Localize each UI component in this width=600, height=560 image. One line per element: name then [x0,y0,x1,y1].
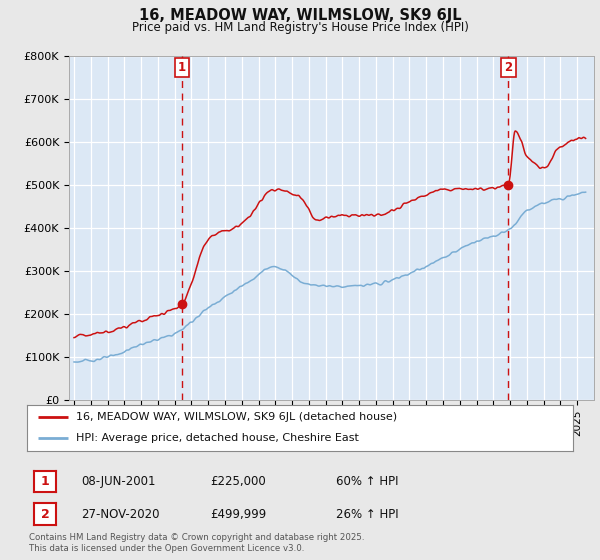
Text: £499,999: £499,999 [210,507,266,521]
Text: 27-NOV-2020: 27-NOV-2020 [81,507,160,521]
Text: 16, MEADOW WAY, WILMSLOW, SK9 6JL (detached house): 16, MEADOW WAY, WILMSLOW, SK9 6JL (detac… [76,412,397,422]
Text: Contains HM Land Registry data © Crown copyright and database right 2025.
This d: Contains HM Land Registry data © Crown c… [29,533,364,553]
Text: 2: 2 [505,61,512,74]
Text: 2: 2 [41,507,49,521]
Text: HPI: Average price, detached house, Cheshire East: HPI: Average price, detached house, Ches… [76,433,359,444]
Text: 16, MEADOW WAY, WILMSLOW, SK9 6JL: 16, MEADOW WAY, WILMSLOW, SK9 6JL [139,8,461,24]
Text: 1: 1 [178,61,186,74]
Text: £225,000: £225,000 [210,475,266,488]
Text: 26% ↑ HPI: 26% ↑ HPI [336,507,398,521]
Text: 1: 1 [41,475,49,488]
Text: 60% ↑ HPI: 60% ↑ HPI [336,475,398,488]
Text: Price paid vs. HM Land Registry's House Price Index (HPI): Price paid vs. HM Land Registry's House … [131,21,469,34]
Text: 08-JUN-2001: 08-JUN-2001 [81,475,155,488]
